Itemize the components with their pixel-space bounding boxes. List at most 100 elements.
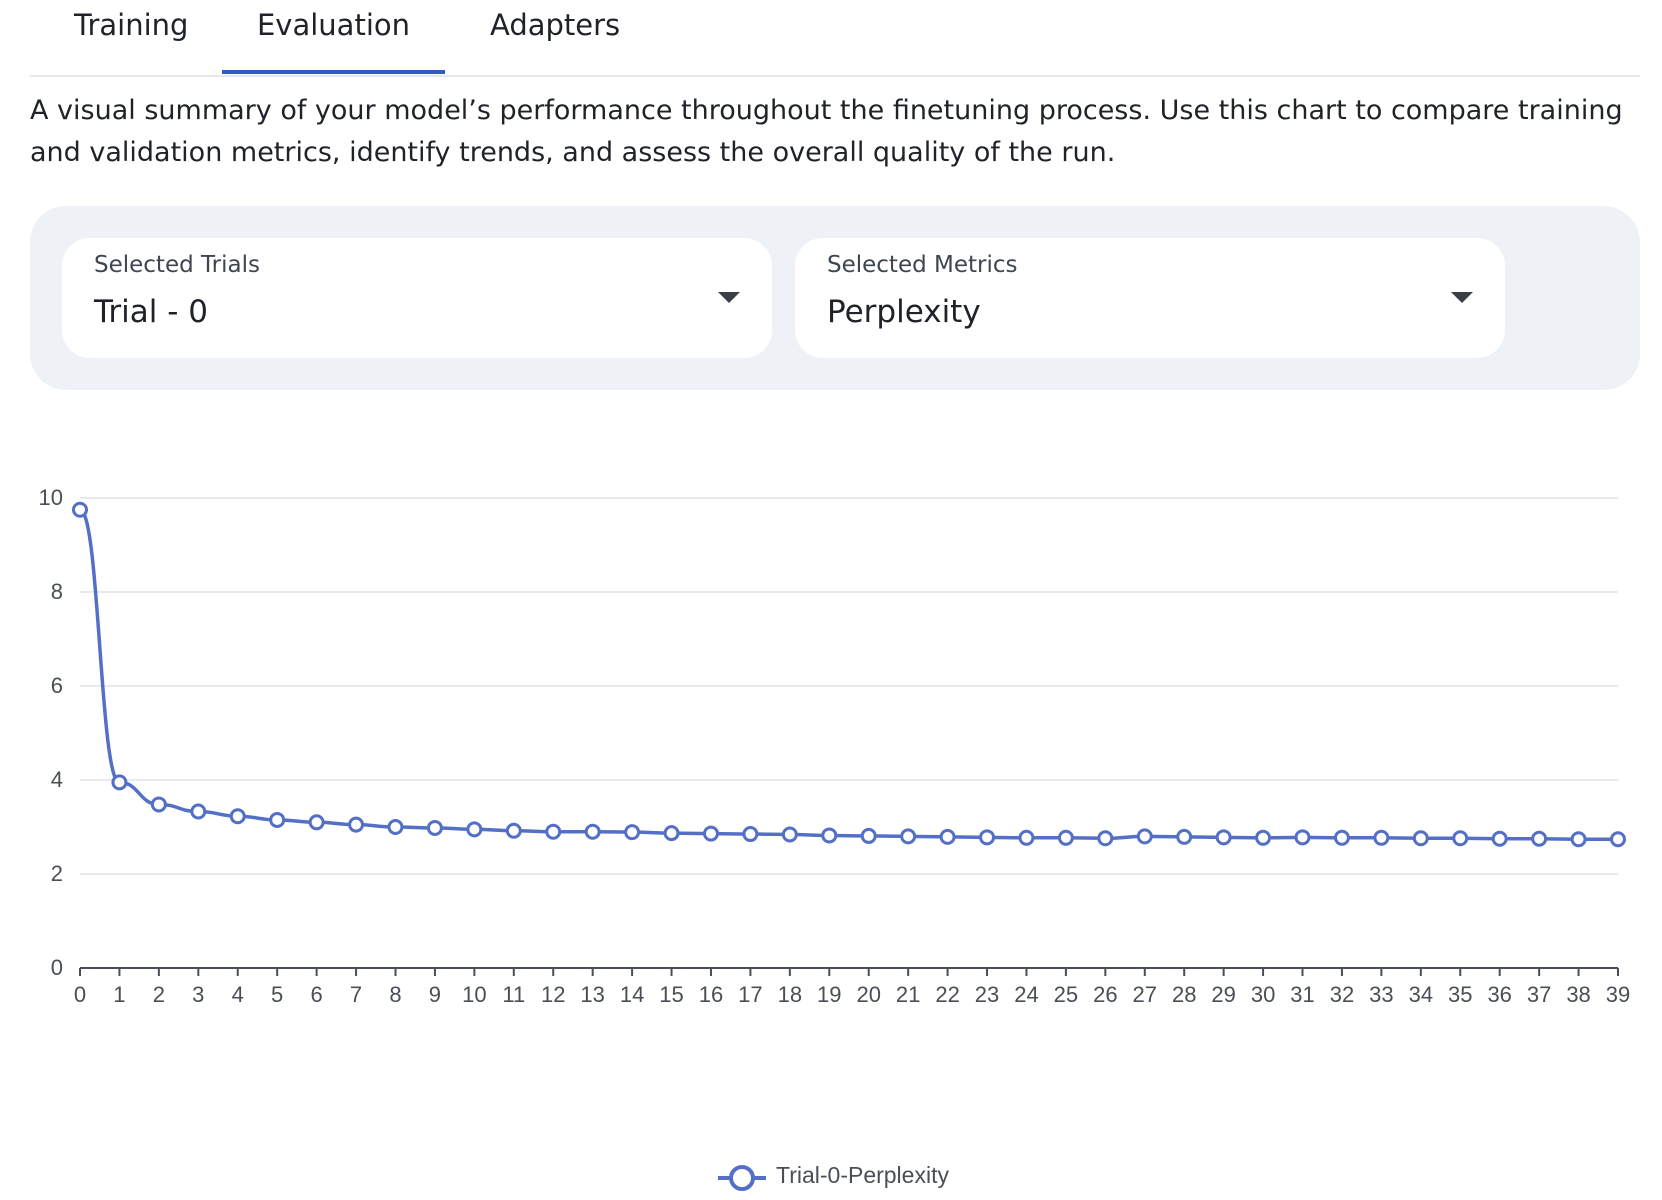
x-tick-label: 11 xyxy=(502,982,525,1007)
x-tick-label: 37 xyxy=(1527,982,1551,1007)
y-tick-label: 6 xyxy=(51,673,63,698)
data-point xyxy=(387,819,404,835)
filter-panel: Selected Trials Trial - 0 Selected Metri… xyxy=(30,206,1640,390)
x-tick-label: 12 xyxy=(541,982,565,1007)
x-tick-label: 14 xyxy=(620,982,644,1007)
x-tick-label: 1 xyxy=(113,982,125,1007)
data-point xyxy=(111,774,128,791)
data-point xyxy=(466,821,483,838)
y-tick-label: 10 xyxy=(39,485,63,510)
tab-evaluation-label: Evaluation xyxy=(256,8,410,42)
x-tick-label: 34 xyxy=(1409,982,1433,1007)
data-point xyxy=(545,823,562,840)
tab-training[interactable]: Training xyxy=(74,8,188,74)
data-point xyxy=(781,826,798,843)
x-tick-label: 10 xyxy=(462,982,486,1007)
x-tick-label: 13 xyxy=(580,982,604,1007)
tab-evaluation[interactable]: Evaluation xyxy=(222,8,445,74)
x-tick-label: 27 xyxy=(1133,982,1157,1007)
caret-down-icon xyxy=(718,292,740,303)
y-tick-label: 8 xyxy=(51,579,63,604)
data-point xyxy=(150,796,167,813)
x-tick-label: 33 xyxy=(1369,982,1393,1007)
x-tick-label: 39 xyxy=(1606,982,1630,1007)
x-tick-label: 36 xyxy=(1487,982,1511,1007)
page-description: A visual summary of your model’s perform… xyxy=(30,95,1623,168)
data-point xyxy=(821,827,838,844)
tab-adapters[interactable]: Adapters xyxy=(490,8,620,74)
y-tick-label: 0 xyxy=(51,955,63,980)
data-point xyxy=(1255,829,1272,846)
x-tick-label: 26 xyxy=(1093,982,1117,1007)
data-point xyxy=(1294,829,1311,846)
tab-training-label: Training xyxy=(74,8,189,42)
selected-trials-value: Trial - 0 xyxy=(94,294,208,330)
x-tick-label: 9 xyxy=(429,982,441,1007)
x-tick-label: 8 xyxy=(389,982,401,1007)
data-point xyxy=(1097,830,1114,847)
chart-legend[interactable]: Trial-0-Perplexity xyxy=(716,1160,976,1196)
data-point xyxy=(979,829,996,846)
data-point xyxy=(348,816,365,833)
x-tick-label: 5 xyxy=(271,982,283,1007)
legend-label: Trial-0-Perplexity xyxy=(776,1162,949,1188)
caret-down-icon xyxy=(1451,292,1473,303)
selected-metrics-value: Perplexity xyxy=(827,294,981,330)
x-tick-label: 3 xyxy=(192,982,204,1007)
data-point xyxy=(426,819,443,836)
x-tick-label: 30 xyxy=(1251,982,1275,1007)
x-tick-label: 35 xyxy=(1448,982,1472,1007)
data-point xyxy=(1452,830,1469,847)
data-point xyxy=(860,827,877,844)
selected-metrics-label: Selected Metrics xyxy=(827,252,1018,278)
selected-trials-dropdown[interactable]: Selected Trials Trial - 0 xyxy=(62,238,772,358)
x-tick-label: 16 xyxy=(699,982,723,1007)
x-tick-label: 28 xyxy=(1172,982,1196,1007)
data-point xyxy=(1412,830,1429,847)
y-tick-label: 4 xyxy=(51,767,63,792)
data-point xyxy=(1018,829,1035,846)
x-tick-label: 18 xyxy=(778,982,802,1007)
data-point xyxy=(1570,831,1587,848)
data-point xyxy=(505,822,522,839)
data-point xyxy=(742,826,759,843)
data-point xyxy=(308,814,325,831)
data-point xyxy=(584,823,601,840)
data-point xyxy=(939,828,956,845)
tab-bar: Training Evaluation Adapters xyxy=(30,0,1640,77)
series-line xyxy=(78,508,1618,841)
data-point xyxy=(702,825,719,842)
data-point xyxy=(663,825,680,842)
x-tick-label: 7 xyxy=(350,982,362,1007)
circle-line-marker-icon xyxy=(718,1165,766,1191)
data-point xyxy=(269,811,286,828)
x-tick-label: 25 xyxy=(1054,982,1078,1007)
tab-adapters-label: Adapters xyxy=(490,8,621,42)
x-tick-label: 24 xyxy=(1014,982,1038,1007)
x-tick-label: 15 xyxy=(659,982,683,1007)
data-point xyxy=(1491,830,1508,847)
x-tick-label: 4 xyxy=(232,982,244,1007)
x-tick-label: 22 xyxy=(935,982,959,1007)
data-point xyxy=(1373,829,1390,846)
data-point xyxy=(1333,829,1350,846)
data-point xyxy=(900,828,917,845)
x-tick-label: 19 xyxy=(817,982,841,1007)
data-point xyxy=(1531,830,1548,847)
x-tick-label: 20 xyxy=(856,982,880,1007)
y-tick-label: 2 xyxy=(51,861,63,886)
x-tick-label: 23 xyxy=(975,982,999,1007)
data-point xyxy=(1057,829,1074,846)
data-point xyxy=(1136,828,1153,845)
data-point xyxy=(624,824,641,841)
x-tick-label: 21 xyxy=(896,982,920,1007)
x-tick-label: 0 xyxy=(74,982,86,1007)
data-point xyxy=(190,803,207,820)
data-point xyxy=(1176,828,1193,845)
selected-trials-label: Selected Trials xyxy=(94,252,260,278)
data-point xyxy=(1215,829,1232,846)
selected-metrics-dropdown[interactable]: Selected Metrics Perplexity xyxy=(795,238,1505,358)
x-tick-label: 29 xyxy=(1211,982,1235,1007)
x-tick-label: 32 xyxy=(1330,982,1354,1007)
